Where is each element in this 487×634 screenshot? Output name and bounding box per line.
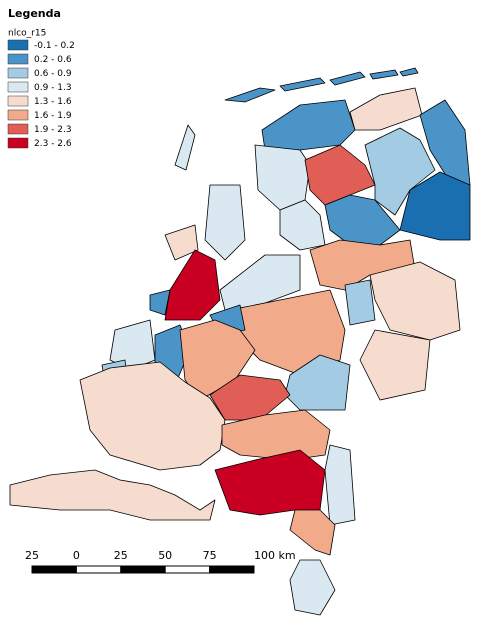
- region: [279, 77, 326, 92]
- legend-swatch: [7, 67, 29, 79]
- region: [304, 144, 376, 206]
- legend-swatch: [7, 95, 29, 107]
- scale-segment: [31, 565, 77, 574]
- legend-swatch: [7, 81, 29, 93]
- legend: -0.1 - 0.2 0.2 - 0.6 0.6 - 0.9 0.9 - 1.3 1.3…: [7, 39, 75, 149]
- legend-label: 0.9 - 1.3: [34, 83, 72, 93]
- scale-bar: 25 0 25 50 75 100 km: [25, 549, 296, 574]
- legend-swatch: [7, 109, 29, 121]
- map: [9, 67, 471, 616]
- scale-label: 0: [73, 549, 80, 562]
- scale-label: 25: [25, 549, 39, 562]
- legend-label: 1.9 - 2.3: [34, 125, 72, 135]
- region: [164, 249, 221, 321]
- scale-label: 75: [203, 549, 217, 562]
- legend-title: Legenda: [8, 7, 61, 20]
- region: [221, 409, 331, 461]
- region: [209, 374, 291, 421]
- scale-label: 25: [114, 549, 128, 562]
- legend-swatch: [7, 53, 29, 65]
- region: [261, 99, 356, 151]
- region: [289, 559, 336, 616]
- legend-swatch: [7, 123, 29, 135]
- region: [324, 444, 356, 526]
- scale-label: 100 km: [254, 549, 296, 562]
- region: [254, 144, 311, 211]
- region: [369, 261, 461, 341]
- region: [9, 469, 216, 521]
- region: [279, 199, 326, 251]
- legend-label: 0.6 - 0.9: [34, 69, 72, 79]
- legend-label: -0.1 - 0.2: [34, 41, 75, 51]
- region: [324, 194, 401, 246]
- region: [289, 509, 336, 556]
- scale-label: 50: [158, 549, 172, 562]
- scale-segment: [209, 565, 255, 574]
- legend-label: 1.3 - 1.6: [34, 97, 72, 107]
- scale-segment: [120, 565, 166, 574]
- region: [174, 124, 196, 171]
- legend-swatch: [7, 137, 29, 149]
- legend-label: 1.6 - 1.9: [34, 111, 72, 121]
- scale-segment: [75, 565, 122, 574]
- region: [329, 71, 366, 86]
- region: [224, 87, 276, 103]
- region: [149, 289, 171, 316]
- region: [349, 87, 423, 131]
- scale-segment: [164, 565, 211, 574]
- region: [214, 449, 326, 516]
- region: [164, 224, 199, 261]
- legend-field: nlco_r15: [8, 29, 46, 39]
- legend-label: 0.2 - 0.6: [34, 55, 72, 65]
- region: [369, 69, 399, 80]
- legend-swatch: [7, 39, 29, 51]
- region: [359, 329, 431, 401]
- legend-label: 2.3 - 2.6: [34, 139, 72, 149]
- region: [399, 67, 419, 77]
- region: [344, 279, 376, 326]
- region: [204, 184, 246, 261]
